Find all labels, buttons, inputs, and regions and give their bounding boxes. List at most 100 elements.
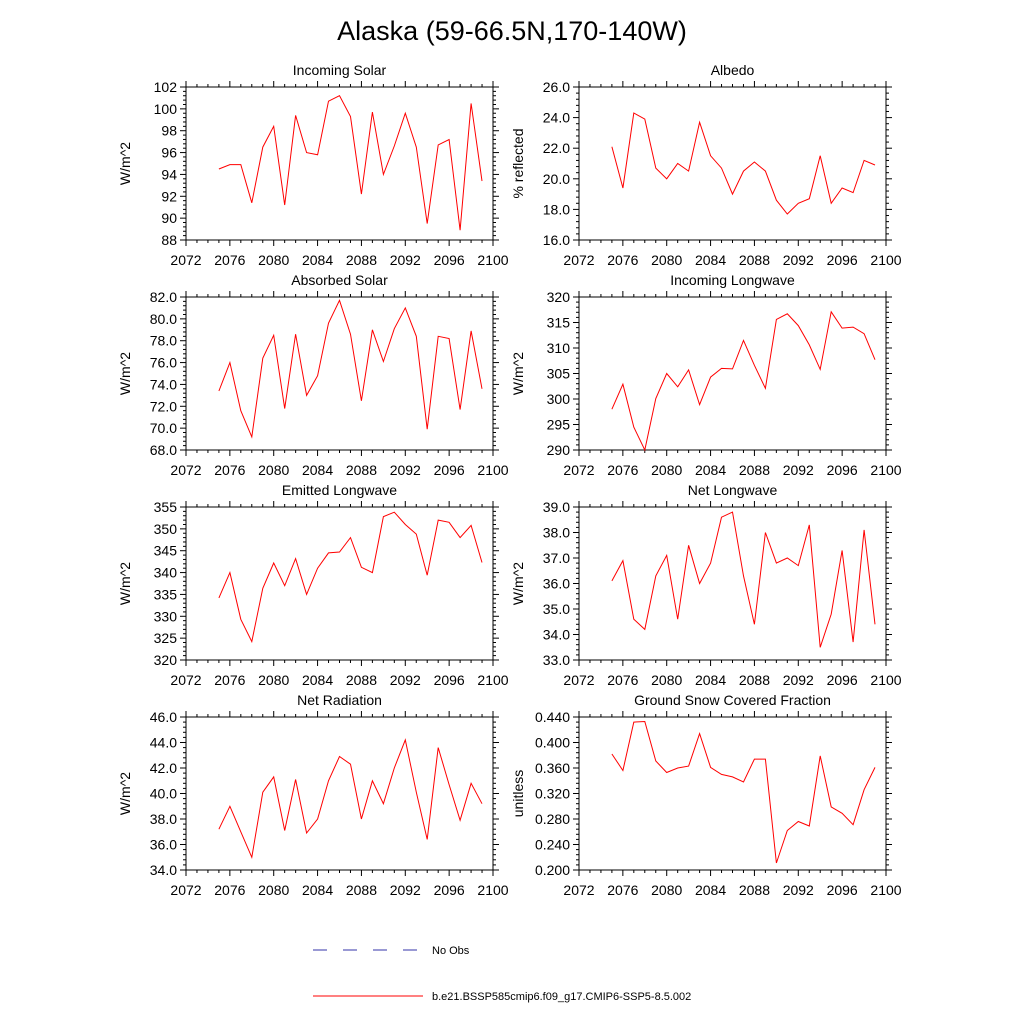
x-tick-label: 2080 — [651, 252, 682, 268]
y-tick-label: 100 — [154, 101, 178, 117]
x-tick-label: 2088 — [739, 252, 770, 268]
panel-3: Incoming Longwave W/m^2 2072 2076 2080 2084 20… — [510, 272, 902, 478]
x-tick-label: 2076 — [214, 462, 245, 478]
series-line — [611, 511, 876, 648]
legend: No Obs b.e21.BSSP585cmip6.f09_g17.CMIP6-… — [313, 945, 691, 1003]
legend-label-no-obs: No Obs — [432, 945, 470, 957]
x-tick-label: 2088 — [739, 882, 770, 898]
x-tick-label: 2084 — [302, 672, 333, 688]
y-tick-label: 0.400 — [535, 735, 570, 751]
x-tick-label: 2072 — [170, 462, 201, 478]
y-tick-label: 0.240 — [535, 837, 570, 853]
x-tick-label: 2100 — [477, 462, 508, 478]
y-tick-label: 350 — [154, 521, 178, 537]
y-tick-label: 37.0 — [543, 550, 570, 566]
x-tick-label: 2100 — [477, 252, 508, 268]
panel-7: Ground Snow Covered Fraction unitless 2072… — [510, 692, 902, 898]
y-tick-label: 290 — [547, 442, 571, 458]
y-axis-label: W/m^2 — [117, 562, 133, 605]
y-axis-label: W/m^2 — [117, 772, 133, 815]
plot-frame — [578, 296, 887, 451]
panel-title: Albedo — [711, 62, 755, 78]
y-tick-label: 76.0 — [150, 355, 177, 371]
y-tick-label: 72.0 — [150, 398, 177, 414]
y-tick-label: 320 — [154, 652, 178, 668]
x-tick-label: 2084 — [695, 252, 726, 268]
x-tick-label: 2100 — [870, 672, 901, 688]
x-tick-label: 2088 — [739, 672, 770, 688]
y-tick-label: 78.0 — [150, 333, 177, 349]
y-tick-label: 315 — [547, 315, 571, 331]
y-tick-label: 310 — [547, 340, 571, 356]
x-tick-label: 2100 — [870, 252, 901, 268]
y-tick-label: 92 — [161, 188, 177, 204]
x-tick-label: 2076 — [214, 882, 245, 898]
y-tick-label: 38.0 — [543, 525, 570, 541]
x-tick-label: 2084 — [695, 462, 726, 478]
x-tick-label: 2088 — [346, 252, 377, 268]
x-tick-label: 2072 — [563, 882, 594, 898]
x-tick-label: 2084 — [302, 252, 333, 268]
y-tick-label: 26.0 — [543, 79, 570, 95]
y-tick-label: 34.0 — [543, 627, 570, 643]
y-tick-label: 82.0 — [150, 289, 177, 305]
series-line — [218, 95, 483, 231]
y-tick-label: 295 — [547, 417, 571, 433]
y-tick-label: 42.0 — [150, 760, 177, 776]
y-tick-label: 355 — [154, 499, 178, 515]
y-tick-label: 0.200 — [535, 862, 570, 878]
y-tick-label: 18.0 — [543, 201, 570, 217]
x-tick-label: 2080 — [258, 252, 289, 268]
x-tick-label: 2100 — [870, 882, 901, 898]
y-tick-label: 345 — [154, 543, 178, 559]
x-tick-label: 2092 — [783, 882, 814, 898]
x-tick-label: 2096 — [434, 252, 465, 268]
x-tick-label: 2088 — [346, 882, 377, 898]
x-tick-label: 2072 — [563, 252, 594, 268]
panel-0: Incoming Solar W/m^2 2072 2076 2080 2084 2088 2… — [117, 62, 509, 268]
x-tick-label: 2080 — [651, 672, 682, 688]
x-tick-label: 2076 — [607, 672, 638, 688]
y-tick-label: 38.0 — [150, 811, 177, 827]
x-tick-label: 2100 — [477, 672, 508, 688]
y-axis-label: % reflected — [510, 128, 526, 198]
x-tick-label: 2092 — [390, 882, 421, 898]
y-tick-label: 305 — [547, 366, 571, 382]
x-tick-label: 2072 — [170, 882, 201, 898]
y-tick-label: 98 — [161, 123, 177, 139]
y-tick-label: 96 — [161, 145, 177, 161]
x-tick-label: 2096 — [434, 882, 465, 898]
y-tick-label: 20.0 — [543, 171, 570, 187]
x-tick-label: 2100 — [477, 882, 508, 898]
y-tick-label: 325 — [154, 630, 178, 646]
panel-6: Net Radiation W/m^2 2072 2076 2080 2084 2088 20… — [117, 692, 509, 898]
x-tick-label: 2080 — [258, 882, 289, 898]
panel-title: Incoming Longwave — [670, 272, 795, 288]
x-tick-label: 2084 — [695, 882, 726, 898]
x-tick-label: 2092 — [783, 252, 814, 268]
plot-frame — [185, 716, 494, 871]
y-tick-label: 36.0 — [543, 576, 570, 592]
y-tick-label: 94 — [161, 166, 177, 182]
y-tick-label: 330 — [154, 608, 178, 624]
x-tick-label: 2072 — [563, 462, 594, 478]
y-tick-label: 35.0 — [543, 601, 570, 617]
figure-title: Alaska (59-66.5N,170-140W) — [337, 16, 687, 46]
y-tick-label: 80.0 — [150, 311, 177, 327]
y-tick-label: 22.0 — [543, 140, 570, 156]
y-tick-label: 0.360 — [535, 760, 570, 776]
x-tick-label: 2076 — [607, 252, 638, 268]
y-tick-label: 70.0 — [150, 420, 177, 436]
x-tick-label: 2072 — [170, 672, 201, 688]
x-tick-label: 2076 — [607, 882, 638, 898]
series-line — [218, 511, 483, 644]
panel-title: Absorbed Solar — [291, 272, 388, 288]
y-tick-label: 300 — [547, 391, 571, 407]
x-tick-label: 2080 — [258, 462, 289, 478]
y-tick-label: 90 — [161, 210, 177, 226]
y-tick-label: 320 — [547, 289, 571, 305]
y-tick-label: 34.0 — [150, 862, 177, 878]
x-tick-label: 2100 — [870, 462, 901, 478]
x-tick-label: 2092 — [390, 672, 421, 688]
